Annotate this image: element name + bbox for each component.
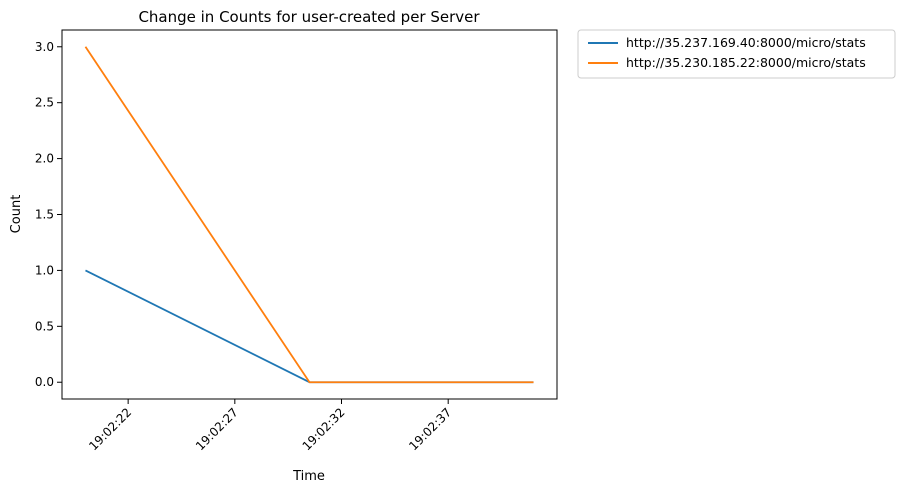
series-line-1 — [84, 46, 534, 384]
plot-area: 0.00.51.01.52.02.53.0 19:02:22 19:02:27 19… — [35, 29, 558, 453]
legend-label-0: http://35.237.169.40:8000/micro/stats — [626, 35, 866, 50]
chart-title: Change in Counts for user-created per Se… — [138, 8, 480, 26]
y-tick-label-4: 2.0 — [35, 152, 54, 166]
y-tick-label-3: 1.5 — [35, 208, 54, 222]
legend-items: http://35.237.169.40:8000/micro/stats htt… — [588, 35, 866, 70]
y-tick-label-5: 2.5 — [35, 96, 54, 110]
y-tick-label-1: 0.5 — [35, 319, 54, 333]
plot-frame — [61, 29, 558, 400]
x-tick-label-0: 19:02:22 — [86, 405, 134, 453]
x-axis-label: Time — [292, 469, 325, 484]
x-tick-label-1: 19:02:27 — [193, 405, 241, 453]
legend-label-1: http://35.230.185.22:8000/micro/stats — [626, 55, 866, 70]
y-tick-label-2: 1.0 — [35, 263, 54, 277]
x-axis: 19:02:22 19:02:27 19:02:32 19:02:37 — [86, 399, 454, 453]
y-tick-label-0: 0.0 — [35, 375, 54, 389]
y-tick-label-6: 3.0 — [35, 40, 54, 54]
legend-box — [577, 29, 896, 79]
legend: http://35.237.169.40:8000/micro/stats htt… — [577, 29, 896, 79]
series-line-0 — [85, 269, 534, 384]
y-axis: 0.0 0.5 1.0 1.5 2.0 2.5 3.0 — [35, 40, 62, 389]
x-tick-label-3: 19:02:37 — [406, 405, 454, 453]
y-axis-label: Count — [9, 195, 24, 234]
x-tick-label-2: 19:02:32 — [300, 405, 348, 453]
series-layer — [84, 46, 534, 384]
